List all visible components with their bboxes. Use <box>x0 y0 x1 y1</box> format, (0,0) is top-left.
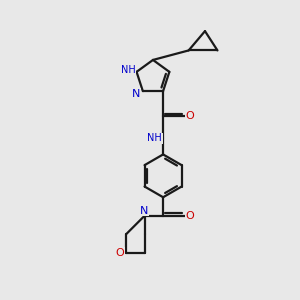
Text: O: O <box>185 211 194 221</box>
Text: O: O <box>115 248 124 257</box>
Text: NH: NH <box>121 65 136 75</box>
Text: N: N <box>140 206 148 216</box>
Text: NH: NH <box>147 134 162 143</box>
Text: O: O <box>185 111 194 122</box>
Text: N: N <box>132 88 140 98</box>
